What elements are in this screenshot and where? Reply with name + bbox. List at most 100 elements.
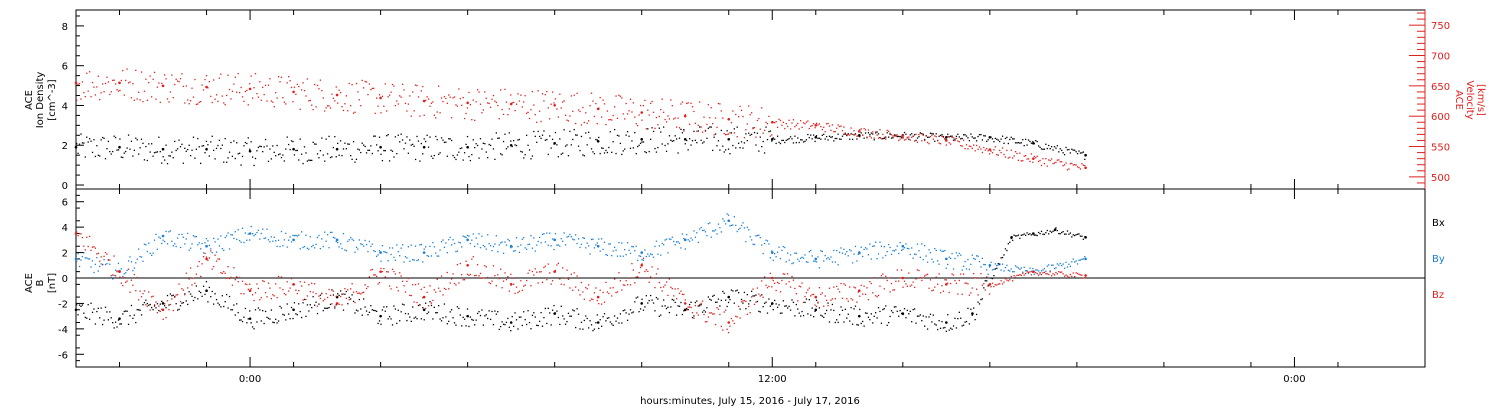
velocity-sample [758,117,760,120]
ion-density-sample [994,137,997,140]
velocity-point [553,103,556,107]
ion-density-sample [536,141,538,143]
by-sample [439,249,441,251]
ion-density-sample [471,153,473,156]
bx-sample [156,303,159,305]
velocity-sample [986,148,988,150]
bx-sample [704,311,707,313]
bx-sample [551,309,554,311]
velocity-sample [752,128,754,130]
ion-density-sample [990,136,992,138]
ion-density-sample [850,133,852,135]
velocity-sample [934,135,936,137]
by-sample [188,249,190,251]
velocity-sample [354,111,356,113]
bz-sample [135,290,137,292]
velocity-sample [1049,159,1051,162]
by-sample [987,273,989,276]
velocity-sample [504,88,506,91]
by-sample [616,255,619,257]
velocity-sample [497,104,499,107]
top-ylabel-left-line2: Ion Density [35,72,46,129]
by-sample [632,246,635,248]
bx-sample [537,324,539,327]
ion-density-sample [903,131,906,134]
bx-sample [378,320,381,322]
bz-sample [534,268,536,270]
velocity-sample [495,101,497,104]
ion-density-sample [394,136,397,138]
bx-sample [99,317,101,319]
ion-density-sample [117,149,120,151]
ion-density-sample [823,133,825,135]
bz-sample [898,280,900,282]
bx-sample [919,314,922,316]
by-sample [246,239,248,241]
ion-density-sample [1017,142,1020,144]
ion-density-sample [153,152,156,154]
ion-density-sample [965,135,968,137]
bx-point [971,312,974,315]
velocity-sample [425,99,427,102]
by-sample [792,262,795,264]
ion-density-sample [725,149,727,151]
ion-density-sample [670,139,672,141]
by-sample [230,233,232,236]
bz-sample [93,246,95,248]
bz-sample [703,313,705,316]
by-sample [534,250,536,252]
bz-sample [172,309,174,312]
velocity-sample [697,124,699,126]
bx-sample [885,305,887,307]
velocity-sample [639,104,642,107]
ion-density-sample [1079,152,1082,154]
ion-density-sample [262,150,264,153]
bz-sample [834,298,836,300]
bx-sample [593,328,596,330]
velocity-sample [665,121,668,123]
bz-sample [244,283,247,285]
by-sample [812,260,815,262]
by-sample [468,235,470,237]
bz-sample [373,274,375,276]
bz-sample [944,279,946,281]
velocity-sample [347,110,349,112]
bz-sample [577,289,580,291]
velocity-point [640,111,644,114]
by-point [422,251,426,254]
bz-sample [228,277,231,280]
bz-sample [492,265,495,267]
velocity-sample [485,97,487,99]
bz-sample [138,299,140,301]
ion-density-sample [275,155,277,157]
bottom-left-tick-label: -4 [58,325,68,336]
bz-sample [758,293,760,295]
ion-density-sample [120,156,123,158]
by-sample [723,220,725,222]
bz-sample [257,287,260,290]
ion-density-sample [968,139,971,142]
ion-density-sample [675,138,678,140]
by-sample [880,245,883,247]
ion-density-sample [308,159,310,161]
bz-sample [1068,276,1070,278]
bx-sample [872,322,874,324]
by-sample [863,248,865,251]
bz-sample [125,281,127,284]
bx-sample [544,307,547,310]
ion-density-sample [456,154,459,156]
ion-density-sample [364,145,366,148]
bx-sample [243,316,245,318]
ion-density-sample [648,150,650,153]
by-sample [674,244,676,246]
bz-sample [902,286,904,288]
bz-sample [934,286,936,288]
ion-density-sample [517,139,519,141]
velocity-sample [518,100,521,102]
bz-sample [830,299,832,301]
ion-density-sample [1033,143,1035,145]
ion-density-sample [885,136,887,138]
by-sample [771,250,773,252]
ion-density-sample [828,135,831,137]
velocity-sample [1066,169,1069,171]
